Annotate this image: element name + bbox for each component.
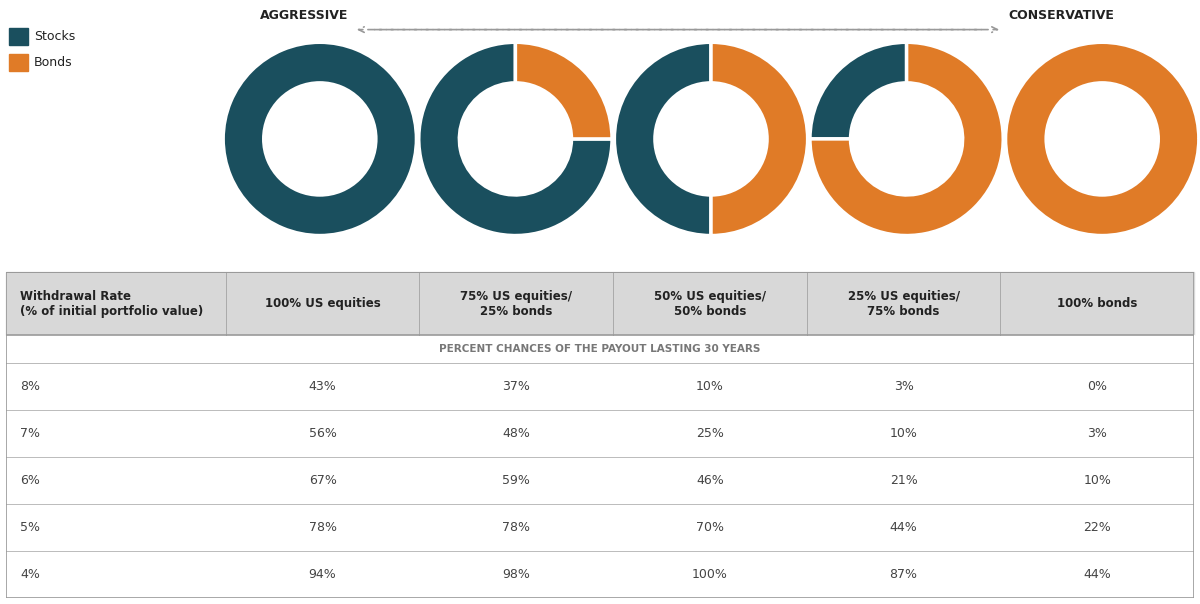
Text: 6%: 6% — [20, 474, 40, 487]
Bar — [806, 272, 1001, 335]
Bar — [6, 457, 1194, 504]
Bar — [6, 335, 1194, 363]
Text: Withdrawal Rate
(% of initial portfolio value): Withdrawal Rate (% of initial portfolio … — [20, 289, 204, 318]
Text: 37%: 37% — [503, 380, 530, 393]
Text: 22%: 22% — [1084, 521, 1111, 534]
Text: 44%: 44% — [1084, 568, 1111, 581]
Text: 25%: 25% — [696, 427, 724, 440]
Text: 100%: 100% — [692, 568, 728, 581]
Text: 21%: 21% — [889, 474, 918, 487]
Text: Bonds: Bonds — [34, 56, 73, 69]
Text: 5%: 5% — [20, 521, 41, 534]
Bar — [613, 272, 806, 335]
Text: 87%: 87% — [889, 568, 918, 581]
Text: 98%: 98% — [503, 568, 530, 581]
Text: AGGRESSIVE: AGGRESSIVE — [259, 8, 348, 22]
Wedge shape — [516, 42, 612, 139]
Text: 10%: 10% — [889, 427, 918, 440]
Text: 48%: 48% — [503, 427, 530, 440]
Text: 78%: 78% — [308, 521, 337, 534]
Text: 43%: 43% — [308, 380, 336, 393]
Bar — [6, 363, 1194, 410]
FancyBboxPatch shape — [10, 28, 28, 45]
Text: 25% US equities/
75% bonds: 25% US equities/ 75% bonds — [847, 289, 960, 318]
Bar — [6, 272, 226, 335]
Text: 46%: 46% — [696, 474, 724, 487]
Text: 94%: 94% — [308, 568, 336, 581]
Bar — [6, 410, 1194, 457]
Wedge shape — [810, 42, 907, 139]
Bar — [226, 272, 420, 335]
Wedge shape — [223, 42, 416, 236]
Text: PERCENT CHANCES OF THE PAYOUT LASTING 30 YEARS: PERCENT CHANCES OF THE PAYOUT LASTING 30… — [439, 344, 761, 355]
Wedge shape — [810, 42, 1003, 236]
Bar — [1001, 272, 1194, 335]
Text: 75% US equities/
25% bonds: 75% US equities/ 25% bonds — [461, 289, 572, 318]
Text: 67%: 67% — [308, 474, 336, 487]
Text: 3%: 3% — [894, 380, 913, 393]
Text: 56%: 56% — [308, 427, 336, 440]
Wedge shape — [419, 42, 612, 236]
Wedge shape — [1006, 42, 1199, 236]
Text: 70%: 70% — [696, 521, 724, 534]
Text: 8%: 8% — [20, 380, 41, 393]
Text: Stocks: Stocks — [34, 30, 76, 43]
Text: CONSERVATIVE: CONSERVATIVE — [1008, 8, 1114, 22]
Text: 100% bonds: 100% bonds — [1057, 297, 1138, 310]
Text: 3%: 3% — [1087, 427, 1108, 440]
Text: 78%: 78% — [503, 521, 530, 534]
FancyBboxPatch shape — [10, 54, 28, 71]
Bar — [6, 551, 1194, 598]
Text: 50% US equities/
50% bonds: 50% US equities/ 50% bonds — [654, 289, 766, 318]
Text: 59%: 59% — [503, 474, 530, 487]
Text: 7%: 7% — [20, 427, 41, 440]
Bar — [6, 504, 1194, 551]
Text: 100% US equities: 100% US equities — [265, 297, 380, 310]
Bar — [420, 272, 613, 335]
Wedge shape — [614, 42, 710, 236]
Text: 0%: 0% — [1087, 380, 1108, 393]
Wedge shape — [712, 42, 808, 236]
Text: 44%: 44% — [889, 521, 918, 534]
Text: 10%: 10% — [1084, 474, 1111, 487]
Text: 10%: 10% — [696, 380, 724, 393]
Text: 4%: 4% — [20, 568, 40, 581]
